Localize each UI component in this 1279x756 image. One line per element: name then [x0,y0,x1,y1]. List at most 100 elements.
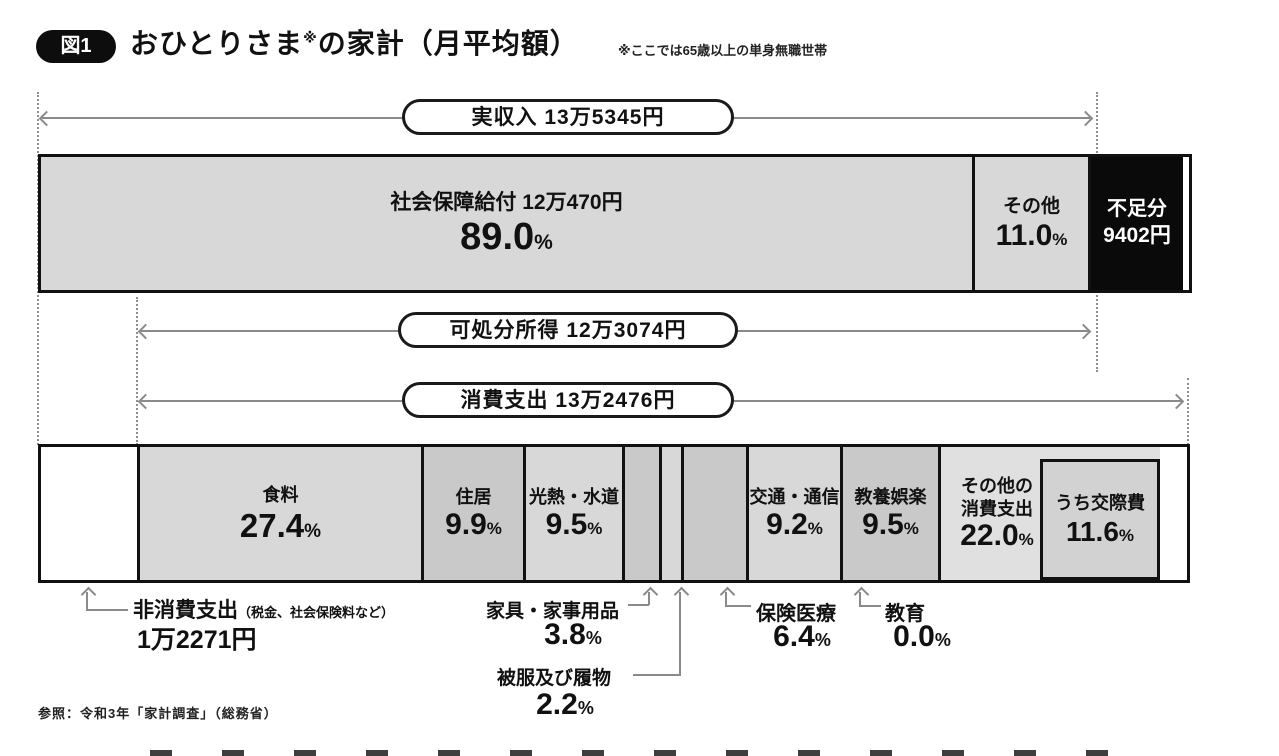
segment-housing: 住居 9.9% [421,447,523,580]
non-consumption-connector-line [86,609,128,611]
education-percent: 0.0% [872,622,972,652]
segment-label: 不足分 [1107,198,1167,221]
disposable-arrow-right-head [1075,323,1092,340]
medical-arrow-line [725,592,727,606]
clothing-arrow-head [673,586,690,603]
guide-line-right [1187,378,1189,445]
consumption-arrow-right-head [1168,393,1185,410]
figure-footnote: ※ここでは65歳以上の単身無職世帯 [618,43,828,58]
non-consumption-arrow-head [80,586,97,603]
guide-line-disposable-start [136,297,138,445]
segment-percent: 22.0% [960,521,1034,551]
percent-value: 9.9 [445,508,487,542]
income-bar: 社会保障給付 12万470円 89.0% その他 11.0% 不足分 9402円 [38,154,1192,293]
segment-food: 食料 27.4% [137,447,421,580]
segment-label: その他 [1002,196,1060,218]
percent-value: 9.5 [862,508,904,542]
segment-utilities: 光熱・水道 9.5% [523,447,622,580]
segment-recreation: 教養娯楽 9.5% [840,447,938,580]
segment-label: 光熱・水道 [529,486,619,507]
segment-furniture [622,447,659,580]
segment-label-line2: 消費支出 [961,498,1033,519]
percent-value: 9.5 [545,508,588,542]
segment-label-block: その他の 消費支出 22.0% [941,447,1053,580]
non-consumption-arrow-line [86,592,88,610]
figure-title: おひとりさま※の家計（月平均額） [130,22,579,62]
segment-label: 社会保障給付 12万470円 [390,190,623,214]
segment-amount: 9402円 [1103,224,1171,248]
segment-label-line1: その他の [961,475,1033,496]
disposable-arrow-left-head [137,323,154,340]
disposable-income-label: 可処分所得 12万3074円 [398,312,738,348]
segment-percent: 11.0% [995,218,1068,252]
cutoff-content [150,750,1110,756]
percent-sign: % [1052,229,1068,249]
expenditure-bar: 食料 27.4% 住居 9.9% 光熱・水道 9.5% 交通・通信 9.2% 教… [38,444,1190,583]
segment-non-consumption [41,447,137,580]
segment-percent: 89.0% [460,218,553,256]
segment-label: うち交際費 [1055,493,1145,514]
annotation-subtext: （税金、社会保険料など） [238,605,395,620]
percent-value: 3.8 [544,618,586,651]
percent-value: 27.4 [239,506,305,544]
consumption-arrow-left-head [137,393,154,410]
percent-sign: % [903,519,919,539]
furniture-arrow-head [642,586,659,603]
furniture-arrow-line [648,592,650,605]
segment-percent: 9.2% [766,510,823,540]
income-arrow-right-head [1077,110,1094,127]
education-connector-line [859,605,881,607]
percent-value: 22.0 [960,519,1019,553]
segment-other-consumption: その他の 消費支出 22.0% うち交際費 11.6% [938,447,1160,580]
income-arrow-left-head [38,110,55,127]
percent-value: 89.0 [460,216,535,259]
medical-label-text: 保険医療 [756,603,836,625]
segment-other-income: その他 11.0% [972,157,1088,290]
segment-percent: 9.9% [445,510,502,540]
segment-social-security: 社会保障給付 12万470円 89.0% [41,157,972,290]
clothing-label: 被服及び履物 [497,668,612,689]
clothing-percent: 2.2% [505,690,625,720]
percent-sign: % [585,628,602,648]
percent-value: 6.4 [773,620,815,653]
segment-percent: 9.5% [862,510,919,540]
segment-percent: 11.6% [1065,515,1135,547]
percent-sign: % [814,630,831,650]
segment-medical [681,447,746,580]
percent-sign: % [304,520,322,542]
title-text: おひとりさま [130,28,304,59]
percent-sign: % [1018,530,1034,550]
non-consumption-amount: 1万2271円 [137,626,257,654]
segment-label: 住居 [455,486,492,507]
non-consumption-label: 非消費支出（税金、社会保険料など） [133,594,394,624]
medical-connector-line [725,605,751,607]
segment-label: 食料 [262,485,299,506]
percent-sign: % [1118,525,1135,545]
percent-value: 9.2 [766,508,808,542]
education-label: 教育 [885,603,925,625]
percent-sign: % [807,519,823,539]
medical-arrow-head [719,586,736,603]
education-arrow-head [853,586,870,603]
percent-sign: % [534,231,553,255]
segment-transport: 交通・通信 9.2% [746,447,840,580]
percent-sign: % [577,698,594,718]
percent-value: 11.6 [1065,515,1119,547]
furniture-connector-line [628,604,649,606]
percent-value: 2.2 [536,688,578,721]
consumption-total-label: 消費支出 13万2476円 [402,382,734,418]
percent-sign: % [587,519,603,539]
annotation-text: 非消費支出 [133,599,238,622]
percent-value: 11.0 [995,218,1053,252]
percent-sign: % [486,519,502,539]
segment-clothing [659,447,681,580]
source-reference: 参照：令和3年「家計調査」（総務省） [38,706,278,721]
title-text-suffix: の家計（月平均額） [317,28,579,59]
clothing-connector-line [633,674,680,676]
segment-social-expenses: うち交際費 11.6% [1040,459,1160,580]
segment-shortfall: 不足分 9402円 [1088,157,1183,290]
segment-percent: 27.4% [240,509,321,542]
medical-percent: 6.4% [752,622,852,652]
furniture-percent: 3.8% [518,620,628,650]
